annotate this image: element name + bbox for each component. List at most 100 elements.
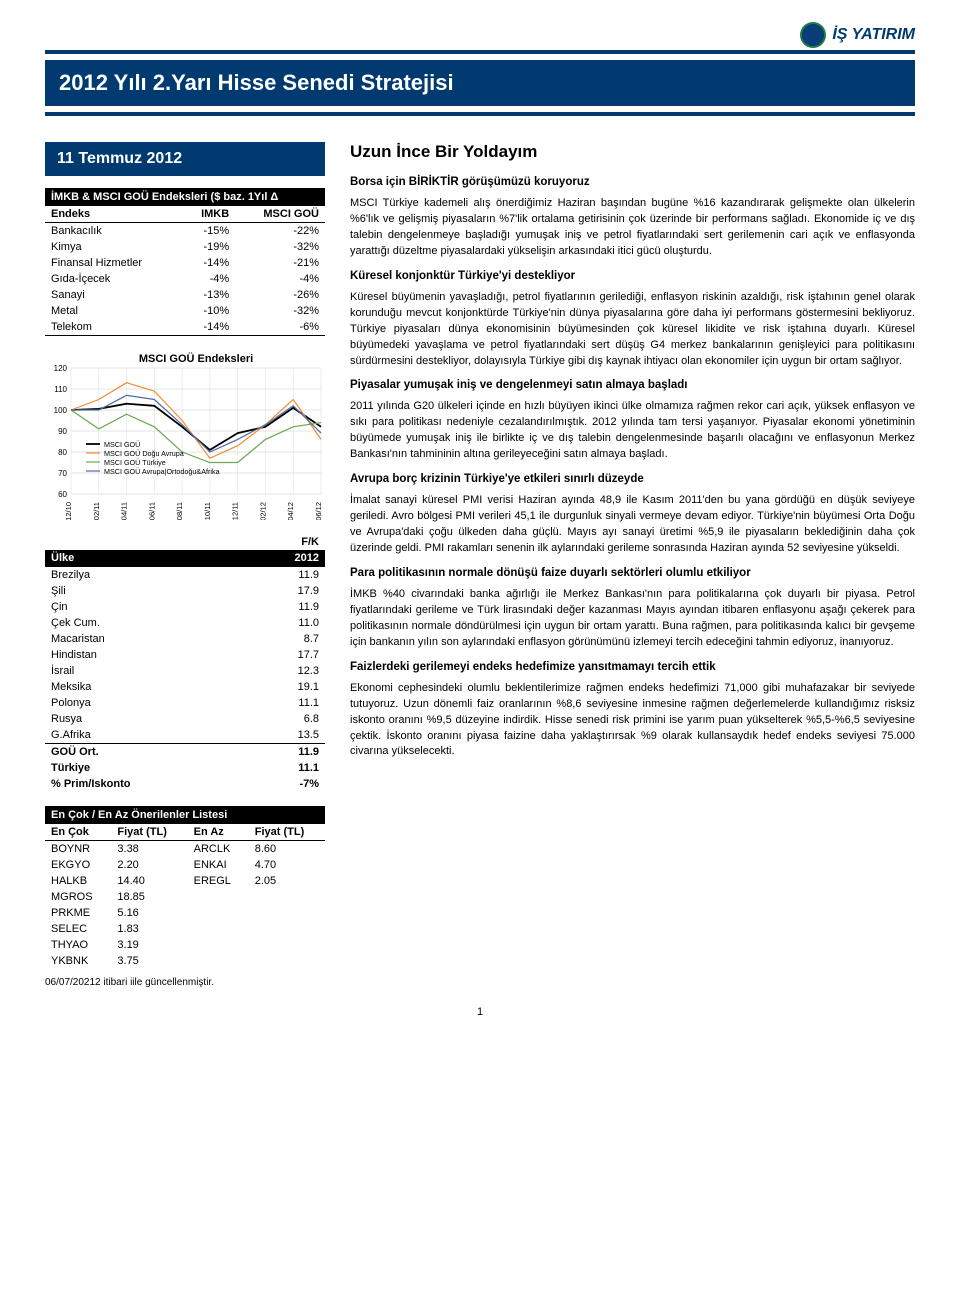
cell: -10% xyxy=(182,303,235,319)
table-row: Çin11.9 xyxy=(45,599,325,615)
cell xyxy=(249,953,325,969)
col-header: Endeks xyxy=(45,206,182,223)
cell: -21% xyxy=(235,255,325,271)
cell xyxy=(188,889,249,905)
col-header: En Az xyxy=(188,824,249,841)
table-row: THYAO3.19 xyxy=(45,937,325,953)
cell: THYAO xyxy=(45,937,111,953)
x-axis-label: 06/12 xyxy=(314,502,323,520)
table-row: Rusya6.8 xyxy=(45,711,325,727)
report-date: 11 Temmuz 2012 xyxy=(45,142,325,176)
paragraph: MSCI Türkiye kademeli alış önerdiğimiz H… xyxy=(350,196,915,260)
cell: -32% xyxy=(235,239,325,255)
cell: SELEC xyxy=(45,921,111,937)
col-header: Ülke xyxy=(45,550,245,567)
cell: -32% xyxy=(235,303,325,319)
table-row: GOÜ Ort.11.9 xyxy=(45,744,325,761)
legend-label: MSCI GOÜ xyxy=(104,440,140,449)
cell: 5.16 xyxy=(111,905,187,921)
paragraph: İmalat sanayi küresel PMI verisi Haziran… xyxy=(350,493,915,557)
cell: -26% xyxy=(235,287,325,303)
table-row: Macaristan8.7 xyxy=(45,631,325,647)
cell: HALKB xyxy=(45,873,111,889)
svg-text:120: 120 xyxy=(54,364,68,373)
cell: Telekom xyxy=(45,319,182,336)
cell: 14.40 xyxy=(111,873,187,889)
cell: Hindistan xyxy=(45,647,245,663)
cell: -6% xyxy=(235,319,325,336)
cell: -14% xyxy=(182,255,235,271)
section-heading: Para politikasının normale dönüşü faize … xyxy=(350,567,915,579)
x-axis-label: 12/10 xyxy=(64,502,73,520)
cell: 8.7 xyxy=(245,631,325,647)
cell: -4% xyxy=(182,271,235,287)
section-heading: Faizlerdeki gerilemeyi endeks hedefimize… xyxy=(350,661,915,673)
cell: 8.60 xyxy=(249,841,325,858)
cell: -14% xyxy=(182,319,235,336)
legend-label: MSCI GOÜ Doğu Avrupa xyxy=(104,449,184,458)
cell: 18.85 xyxy=(111,889,187,905)
col-header: IMKB xyxy=(182,206,235,223)
col-header: MSCI GOÜ xyxy=(235,206,325,223)
cell: 11.1 xyxy=(245,695,325,711)
cell: YKBNK xyxy=(45,953,111,969)
cell: 4.70 xyxy=(249,857,325,873)
table-row: HALKB14.40EREGL2.05 xyxy=(45,873,325,889)
cell: -7% xyxy=(245,776,325,792)
table-row: Kimya-19%-32% xyxy=(45,239,325,255)
table-row: Finansal Hizmetler-14%-21% xyxy=(45,255,325,271)
article-column: Uzun İnce Bir Yoldayım Borsa için BİRİKT… xyxy=(350,142,915,988)
cell: -15% xyxy=(182,223,235,240)
cell: % Prim/Iskonto xyxy=(45,776,245,792)
cell: 2.05 xyxy=(249,873,325,889)
section-heading: Piyasalar yumuşak iniş ve dengelenmeyi s… xyxy=(350,379,915,391)
cell: 3.19 xyxy=(111,937,187,953)
sector-index-table: İMKB & MSCI GOÜ Endeksleri ($ baz. 1Yıl … xyxy=(45,188,325,336)
cell: Sanayi xyxy=(45,287,182,303)
cell: Gıda-İçecek xyxy=(45,271,182,287)
x-axis-label: 04/11 xyxy=(120,502,129,520)
header-rule-bottom xyxy=(45,112,915,116)
header-rule-top xyxy=(45,50,915,54)
cell: PRKME xyxy=(45,905,111,921)
brand-name: İŞ YATIRIM xyxy=(832,26,915,44)
col-header: Fiyat (TL) xyxy=(111,824,187,841)
x-axis-label: 12/11 xyxy=(231,502,240,520)
fk-super-header: F/K xyxy=(245,534,325,550)
cell xyxy=(188,921,249,937)
cell: 17.7 xyxy=(245,647,325,663)
cell: İsrail xyxy=(45,663,245,679)
rec-table-title: En Çok / En Az Önerilenler Listesi xyxy=(45,806,325,824)
cell xyxy=(188,937,249,953)
table-row: YKBNK3.75 xyxy=(45,953,325,969)
cell: 17.9 xyxy=(245,583,325,599)
cell: 12.3 xyxy=(245,663,325,679)
cell: Finansal Hizmetler xyxy=(45,255,182,271)
cell xyxy=(249,921,325,937)
cell: ENKAI xyxy=(188,857,249,873)
cell: 6.8 xyxy=(245,711,325,727)
x-axis-label: 02/11 xyxy=(92,502,101,520)
page-number: 1 xyxy=(45,1006,915,1018)
cell: 19.1 xyxy=(245,679,325,695)
table-row: Bankacılık-15%-22% xyxy=(45,223,325,240)
cell: Polonya xyxy=(45,695,245,711)
chart-title: MSCI GOÜ Endeksleri xyxy=(139,352,253,365)
cell: 11.9 xyxy=(245,567,325,584)
svg-text:70: 70 xyxy=(58,469,67,478)
table-row: Gıda-İçecek-4%-4% xyxy=(45,271,325,287)
svg-text:80: 80 xyxy=(58,448,67,457)
cell: 11.0 xyxy=(245,615,325,631)
legend-label: MSCI GOÜ Türkiye xyxy=(104,458,166,467)
table-row: EKGYO2.20ENKAI4.70 xyxy=(45,857,325,873)
cell: -4% xyxy=(235,271,325,287)
cell: 11.9 xyxy=(245,599,325,615)
table-row: Türkiye11.1 xyxy=(45,760,325,776)
cell xyxy=(188,953,249,969)
rec-note: 06/07/20212 itibari iile güncellenmiştir… xyxy=(45,977,325,988)
table-row: G.Afrika13.5 xyxy=(45,727,325,744)
section-heading: Avrupa borç krizinin Türkiye'ye etkileri… xyxy=(350,473,915,485)
cell: GOÜ Ort. xyxy=(45,744,245,761)
cell: 1.83 xyxy=(111,921,187,937)
col-header: Fiyat (TL) xyxy=(249,824,325,841)
